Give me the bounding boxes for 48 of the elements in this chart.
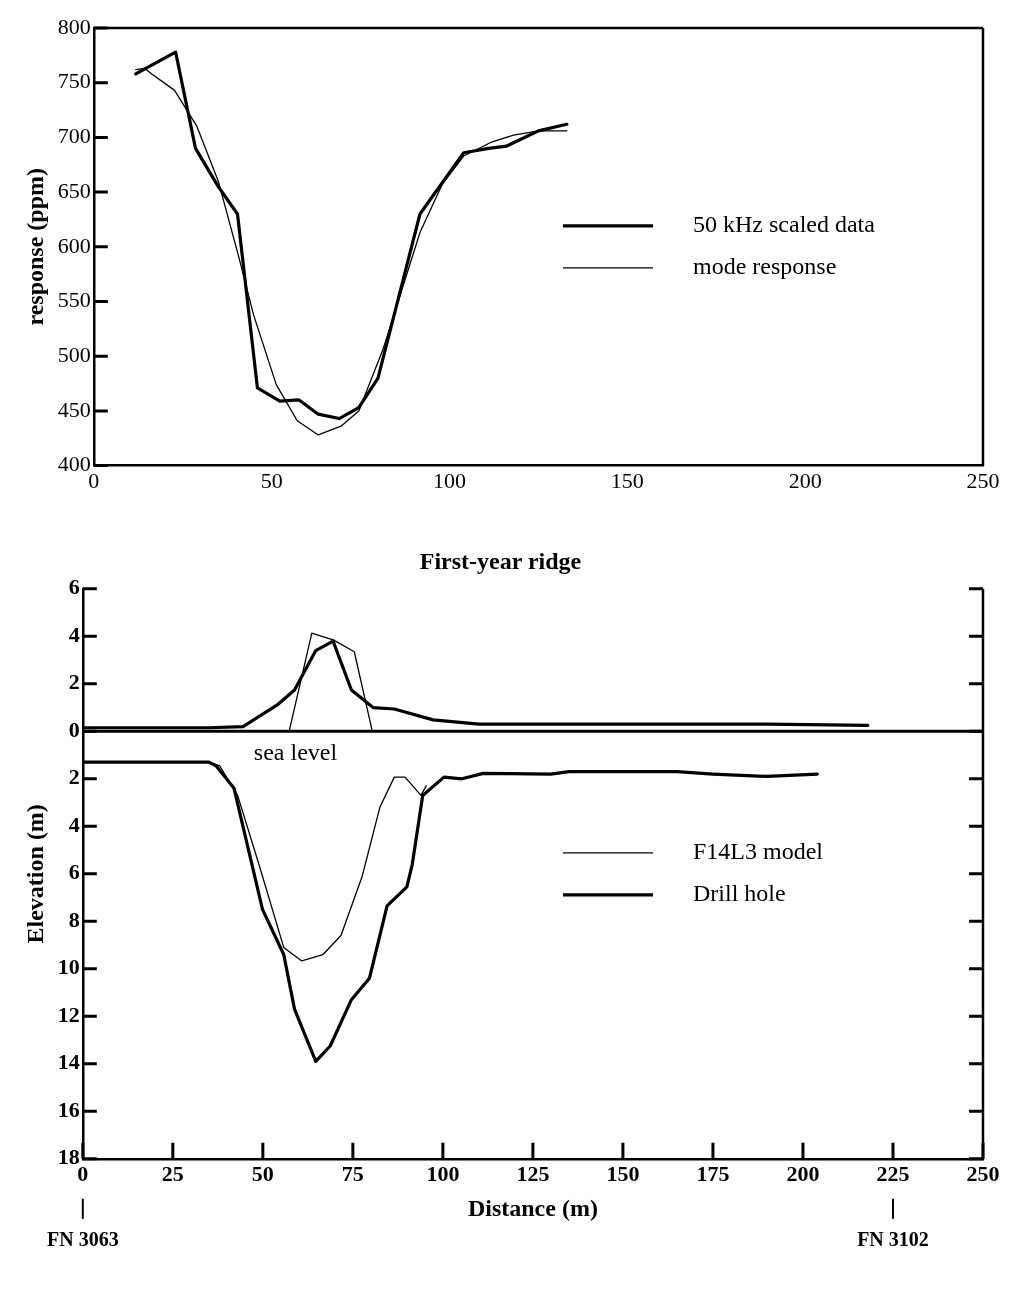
y-axis-title: Elevation (m) — [21, 804, 48, 944]
x-tick-label: 200 — [786, 1160, 820, 1186]
y-tick-label: 10 — [57, 954, 80, 980]
x-tick-label: 200 — [788, 467, 822, 493]
y-tick-label: 0 — [68, 716, 80, 742]
y-tick-label: 750 — [57, 68, 91, 94]
y-tick-label: 400 — [57, 451, 91, 477]
x-tick-label: 175 — [696, 1160, 730, 1186]
x-tick-label: 100 — [426, 1160, 460, 1186]
y-tick-label: 6 — [68, 859, 80, 885]
y-tick-label: 4 — [68, 811, 80, 837]
legend-label: mode response — [693, 253, 837, 280]
y-tick-label: 4 — [68, 621, 80, 647]
y-tick-label: 14 — [57, 1049, 80, 1075]
y-tick-label: 18 — [57, 1144, 80, 1170]
x-tick-label: 125 — [516, 1160, 550, 1186]
legend-label: Drill hole — [693, 880, 786, 907]
x-tick-label: 150 — [606, 1160, 640, 1186]
y-tick-label: 500 — [57, 341, 91, 367]
y-tick-label: 450 — [57, 396, 91, 422]
y-tick-label: 16 — [57, 1096, 80, 1122]
text: FN 3063 — [46, 1227, 119, 1250]
legend-label: 50 kHz scaled data — [693, 211, 876, 238]
x-tick-label: 50 — [251, 1160, 274, 1186]
x-tick-label: 75 — [341, 1160, 364, 1186]
x-tick-label: 250 — [966, 1160, 1000, 1186]
y-axis-title: response (ppm) — [21, 168, 48, 326]
ref-line-label: sea level — [253, 738, 338, 765]
legend-label: F14L3 model — [693, 838, 824, 865]
x-tick-label: 100 — [432, 467, 466, 493]
y-tick-label: 800 — [57, 13, 91, 39]
x-tick-label: 25 — [161, 1160, 184, 1186]
y-tick-label: 2 — [68, 669, 80, 695]
y-tick-label: 2 — [68, 764, 80, 790]
x-tick-label: 50 — [260, 467, 283, 493]
y-tick-label: 600 — [57, 232, 91, 258]
text: FN 3102 — [857, 1227, 929, 1250]
y-tick-label: 550 — [57, 287, 91, 313]
x-tick-label: 250 — [966, 467, 1000, 493]
x-axis-title: Distance (m) — [467, 1194, 598, 1221]
y-tick-label: 8 — [68, 906, 80, 932]
y-tick-label: 700 — [57, 123, 91, 149]
chart-title: First-year ridge — [419, 547, 582, 574]
y-tick-label: 6 — [68, 574, 80, 600]
y-tick-label: 650 — [57, 177, 91, 203]
x-tick-label: 150 — [610, 467, 644, 493]
x-tick-label: 225 — [876, 1160, 910, 1186]
y-tick-label: 12 — [57, 1001, 80, 1027]
